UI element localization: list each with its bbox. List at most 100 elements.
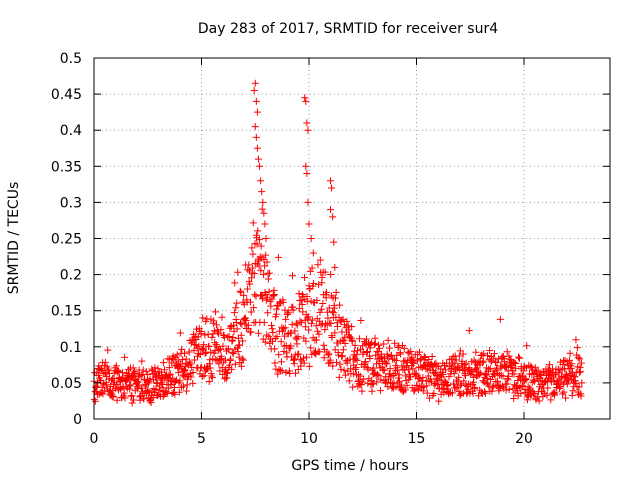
data-point (391, 339, 399, 347)
data-point (404, 366, 412, 374)
data-point (516, 354, 524, 362)
data-point (144, 370, 152, 378)
data-point (115, 367, 123, 375)
data-point (147, 399, 155, 407)
data-point (532, 396, 540, 404)
data-point (237, 331, 245, 339)
data-point (227, 355, 235, 363)
data-point (450, 370, 458, 378)
data-point (321, 268, 329, 276)
data-point (530, 390, 538, 398)
data-point (218, 355, 226, 363)
data-point (377, 376, 385, 384)
data-point (208, 372, 216, 380)
data-point (419, 387, 427, 395)
data-point (296, 355, 304, 363)
data-point (555, 384, 563, 392)
data-point (327, 206, 334, 214)
x-tick-label: 0 (90, 431, 99, 447)
data-point (178, 345, 186, 353)
data-point (335, 351, 343, 359)
data-point (243, 285, 251, 293)
data-point (452, 384, 460, 392)
data-point (425, 355, 433, 363)
data-point (304, 126, 312, 134)
data-point (315, 330, 323, 338)
data-point (451, 359, 459, 367)
data-point (502, 363, 510, 371)
data-point (353, 356, 361, 364)
data-point (244, 266, 252, 274)
data-point (514, 353, 522, 361)
data-point (250, 270, 258, 278)
data-point (316, 348, 324, 356)
data-point (419, 373, 427, 381)
data-point (530, 376, 538, 384)
data-point (364, 365, 372, 373)
data-point (242, 317, 250, 325)
data-point (225, 332, 233, 340)
data-point (261, 262, 269, 270)
data-point (207, 348, 215, 356)
data-point (257, 267, 265, 275)
data-point (210, 327, 218, 335)
data-point (485, 365, 493, 373)
data-point (187, 373, 195, 381)
data-point (183, 370, 191, 378)
data-point (328, 333, 336, 341)
data-point (572, 379, 580, 387)
data-point (397, 350, 405, 358)
data-point (232, 319, 240, 327)
data-point (325, 350, 333, 358)
data-point (297, 362, 305, 370)
data-point (383, 359, 391, 367)
data-point (260, 209, 268, 217)
data-point (462, 372, 470, 380)
x-tick-label: 10 (300, 431, 318, 447)
data-point (337, 365, 345, 373)
data-point (373, 370, 381, 378)
data-point (344, 322, 352, 330)
data-point (385, 370, 393, 378)
y-axis-title: SRMTID / TECUs (6, 182, 22, 295)
y-tick-label: 0.4 (60, 123, 82, 139)
data-point (490, 350, 498, 358)
data-point (510, 370, 518, 378)
data-point (267, 302, 275, 310)
data-point (250, 304, 258, 312)
axis-ticks (93, 57, 610, 420)
data-point (430, 381, 438, 389)
data-point (268, 321, 276, 329)
data-point (539, 393, 547, 401)
data-point (241, 320, 249, 328)
data-point (410, 360, 418, 368)
data-point (102, 381, 110, 389)
data-point (534, 366, 542, 374)
data-point (146, 375, 154, 383)
data-point (568, 360, 576, 368)
data-point (460, 360, 468, 368)
data-point (510, 395, 518, 403)
data-point (471, 383, 479, 391)
data-point (249, 219, 257, 227)
data-point (479, 357, 487, 365)
data-point (280, 325, 288, 333)
data-point (249, 250, 257, 258)
data-point (173, 351, 181, 359)
data-point (395, 377, 403, 385)
data-point (363, 347, 371, 355)
data-point (301, 94, 309, 102)
data-point (475, 392, 483, 400)
data-point (236, 341, 244, 349)
data-point (307, 344, 315, 352)
data-point (113, 380, 121, 388)
data-point (269, 329, 277, 337)
data-point (399, 341, 407, 349)
data-point (302, 323, 310, 331)
data-point (343, 317, 351, 325)
data-point (238, 355, 246, 363)
data-point (249, 264, 257, 272)
data-point (316, 308, 324, 316)
data-point (452, 356, 460, 364)
data-point (120, 389, 128, 397)
